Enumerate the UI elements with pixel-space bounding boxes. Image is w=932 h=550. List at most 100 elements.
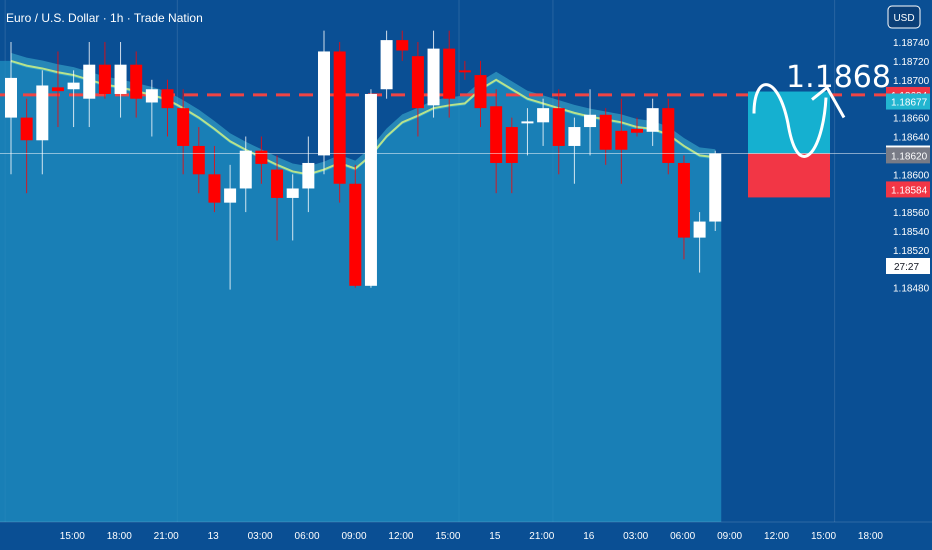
candle-body [693, 221, 706, 238]
candle-body [677, 162, 690, 238]
candle-body [177, 108, 190, 146]
x-tick-label: 12:00 [388, 531, 413, 542]
candle [380, 30, 393, 99]
candle [458, 60, 471, 80]
candle [83, 42, 96, 128]
price-badge-support-bg [886, 181, 930, 198]
ema-line [10, 59, 716, 176]
candle-body [615, 130, 628, 150]
x-tick-label: 21:00 [154, 531, 179, 542]
candle [396, 30, 409, 61]
candle-body [130, 64, 143, 99]
candle [333, 42, 346, 203]
candle [177, 89, 190, 175]
y-tick-label: 1.18640 [893, 133, 930, 144]
candle [224, 164, 237, 290]
x-tick-label: 09:00 [717, 531, 742, 542]
candle [5, 42, 17, 175]
candle [615, 98, 628, 184]
candle [662, 98, 675, 175]
candle-body [239, 150, 252, 189]
candle-body [458, 70, 471, 73]
candle [443, 30, 456, 118]
x-tick-label: 06:00 [295, 531, 320, 542]
candle [552, 89, 565, 175]
candle-body [662, 108, 675, 163]
candle [302, 136, 315, 213]
y-tick-label: 1.18700 [893, 76, 930, 87]
candle [239, 136, 252, 213]
y-tick-label: 1.18660 [893, 114, 930, 125]
candle [36, 70, 49, 175]
price-badge-support-label: 1.18584 [891, 185, 928, 196]
ema-path [10, 59, 716, 176]
candle [474, 60, 487, 128]
candle-body [490, 106, 503, 163]
price-badge-support: 1.18584 [886, 181, 930, 198]
candle [208, 145, 221, 213]
x-tick-label: 15 [489, 531, 501, 542]
x-tick-label: 18:00 [858, 531, 883, 542]
candle-body [599, 114, 612, 150]
candle-body [646, 108, 659, 132]
x-tick-label: 15:00 [60, 531, 85, 542]
candle [537, 98, 550, 146]
projection-wave [752, 83, 828, 158]
candle-body [83, 64, 96, 99]
candle-body [318, 51, 330, 156]
stop-box [748, 153, 830, 198]
ema-band-area [0, 60, 722, 523]
x-tick-label: 18:00 [107, 531, 132, 542]
candle-body [396, 40, 409, 51]
candle-body [302, 162, 315, 189]
candle [98, 42, 111, 99]
x-tick-label: 21:00 [529, 531, 554, 542]
candle [677, 155, 690, 260]
candle-body [114, 64, 127, 94]
x-tick-label: 03:00 [248, 531, 273, 542]
candle-body [427, 48, 440, 106]
y-tick-label: 1.18540 [893, 227, 930, 238]
candle-body [349, 183, 362, 286]
candle [318, 30, 330, 175]
candle [568, 117, 581, 184]
candle-body [537, 108, 550, 123]
y-tick-label: 1.18720 [893, 57, 930, 68]
candle-body [98, 64, 111, 94]
time-axis[interactable]: 15:00 18:00 21:00 13 03:00 06:00 09:00 12:00 15:… [0, 521, 932, 542]
candle [709, 150, 722, 231]
countdown-label: 27:27 [894, 262, 919, 273]
candle [286, 174, 299, 241]
candle-body [380, 40, 393, 90]
y-tick-label: 1.18520 [893, 246, 930, 257]
ema-band-ribbon [11, 52, 716, 177]
price-badge-ema-label: 1.18677 [891, 98, 928, 109]
candle-body [568, 127, 581, 146]
candle [114, 42, 127, 118]
candle [599, 108, 612, 165]
candle [646, 98, 659, 146]
x-tick-label: 16 [583, 531, 595, 542]
y-tick-label: 1.18560 [893, 208, 930, 219]
candle [364, 89, 377, 288]
x-tick-label: 15:00 [435, 531, 460, 542]
candle [631, 117, 643, 137]
candle [145, 79, 158, 137]
price-badge-ema: 1.18677 [886, 93, 930, 110]
currency-button[interactable]: USD [887, 5, 921, 29]
candle-body [443, 48, 456, 99]
candle [349, 164, 362, 288]
candle-body [584, 114, 597, 128]
symbol-title: Euro / U.S. Dollar · 1h · Trade Nation [6, 11, 203, 25]
price-badge-prev-bg [886, 147, 930, 164]
candle [584, 89, 597, 156]
x-tick-label: 13 [208, 531, 220, 542]
candle [490, 89, 503, 194]
projection: 1.1868 [748, 60, 891, 198]
candle-body [20, 117, 33, 141]
countdown-badge: 27:27 [886, 258, 930, 274]
candle-body [521, 121, 534, 124]
